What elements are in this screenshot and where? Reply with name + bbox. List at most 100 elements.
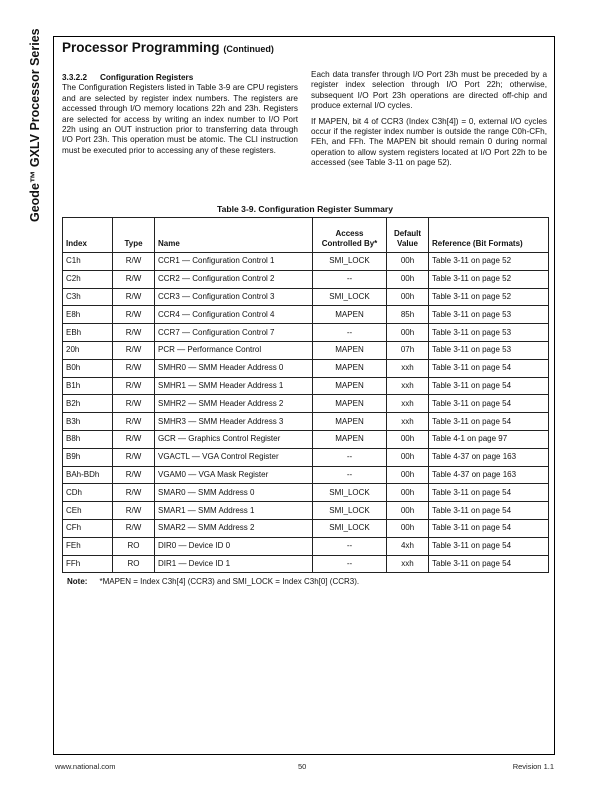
table-cell: B9h [62, 447, 113, 467]
table-cell: Table 3-11 on page 53 [428, 323, 549, 342]
table-cell: MAPEN [312, 340, 387, 360]
table-cell: B1h [62, 376, 113, 396]
table-row: B9h R/W VGACTL — VGA Control Register -- 00h… [62, 447, 549, 467]
footer-website[interactable]: www.national.com [55, 762, 116, 771]
table-area: Table 3-9. Configuration Register Summar… [62, 204, 549, 587]
table-cell: DIR0 — Device ID 0 [154, 536, 313, 556]
table-row: B8h R/W GCR — Graphics Control Register MAP… [62, 429, 549, 449]
table-cell: 07h [386, 340, 429, 360]
table-cell: SMI_LOCK [312, 287, 387, 307]
note-text: *MAPEN = Index C3h[4] (CCR3) and SMI_LOC… [99, 577, 360, 587]
table-cell: MAPEN [312, 358, 387, 378]
table-cell: SMHR2 — SMM Header Address 2 [154, 394, 313, 414]
table-cell: R/W [112, 305, 155, 325]
table-row: CDh R/W SMAR0 — SMM Address 0 SMI_LOCK 00h Ta… [62, 483, 549, 503]
table-cell: SMHR3 — SMM Header Address 3 [154, 412, 313, 431]
table-cell: VGACTL — VGA Control Register [154, 447, 313, 467]
table-cell: CFh [62, 518, 113, 538]
section-heading-text: Configuration Registers [100, 73, 194, 82]
left-paragraph: The Configuration Registers listed in Ta… [62, 83, 298, 155]
table-cell: CEh [62, 501, 113, 520]
table-cell: SMI_LOCK [312, 252, 387, 271]
table-cell: CCR2 — Configuration Control 2 [154, 269, 313, 289]
table-cell: PCR — Performance Control [154, 340, 313, 360]
table-cell: EBh [62, 323, 113, 342]
table-cell: C3h [62, 287, 113, 307]
table-cell: Table 3-11 on page 54 [428, 536, 549, 556]
table-cell: B0h [62, 358, 113, 378]
table-cell: DIR1 — Device ID 1 [154, 554, 313, 574]
table-cell: FEh [62, 536, 113, 556]
table-cell: R/W [112, 252, 155, 271]
table-cell: 85h [386, 305, 429, 325]
section-number: 3.3.2.2 [62, 73, 88, 82]
table-cell: R/W [112, 287, 155, 307]
column-header: Index [62, 217, 113, 253]
page-title: Processor Programming (Continued) [62, 40, 274, 57]
table-cell: Table 4-37 on page 163 [428, 447, 549, 467]
table-cell: SMAR2 — SMM Address 2 [154, 518, 313, 538]
right-paragraph-1: Each data transfer through I/O Port 23h … [311, 70, 547, 111]
table-cell: CCR7 — Configuration Control 7 [154, 323, 313, 342]
table-cell: Table 3-11 on page 52 [428, 269, 549, 289]
table-cell: SMI_LOCK [312, 518, 387, 538]
table-cell: SMAR1 — SMM Address 1 [154, 501, 313, 520]
table-cell: 00h [386, 447, 429, 467]
table-cell: Table 3-11 on page 54 [428, 518, 549, 538]
table-cell: R/W [112, 483, 155, 503]
table-cell: GCR — Graphics Control Register [154, 429, 313, 449]
table-row: C2h R/W CCR2 — Configuration Control 2 -- 00… [62, 269, 549, 289]
table-cell: Table 3-11 on page 52 [428, 287, 549, 307]
table-cell: R/W [112, 358, 155, 378]
table-cell: -- [312, 465, 387, 485]
column-header: Default Value [386, 217, 429, 253]
table-cell: Table 3-11 on page 54 [428, 394, 549, 414]
column-header: Name [154, 217, 313, 253]
table-cell: MAPEN [312, 305, 387, 325]
table-cell: 00h [386, 252, 429, 271]
table-cell: CCR4 — Configuration Control 4 [154, 305, 313, 325]
table-cell: 00h [386, 269, 429, 289]
table-cell: R/W [112, 376, 155, 396]
table-cell: SMI_LOCK [312, 501, 387, 520]
table-cell: MAPEN [312, 412, 387, 431]
table-cell: R/W [112, 412, 155, 431]
table-cell: SMHR1 — SMM Header Address 1 [154, 376, 313, 396]
table-cell: R/W [112, 501, 155, 520]
table-row: B0h R/W SMHR0 — SMM Header Address 0 MAPEN x… [62, 358, 549, 378]
table-cell: R/W [112, 394, 155, 414]
table-cell: B8h [62, 429, 113, 449]
table-row: E8h R/W CCR4 — Configuration Control 4 MAPE… [62, 305, 549, 325]
footer-page-number: 50 [298, 762, 307, 771]
table-row: B3h R/W SMHR3 — SMM Header Address 3 MAPEN x… [62, 412, 549, 431]
right-paragraph-2: If MAPEN, bit 4 of CCR3 (Index C3h[4]) =… [311, 116, 547, 168]
title-text: Processor Programming [62, 40, 220, 55]
table-cell: B3h [62, 412, 113, 431]
table-cell: Table 3-11 on page 54 [428, 501, 549, 520]
table-cell: C2h [62, 269, 113, 289]
header-row: Index Type Name Access Controlled By* Defaul… [62, 217, 549, 253]
table-row: B1h R/W SMHR1 — SMM Header Address 1 MAPEN x… [62, 376, 549, 396]
table-row: FEh RO DIR0 — Device ID 0 -- 4xh Table 3-11 o… [62, 536, 549, 556]
table-cell: xxh [386, 554, 429, 574]
table-cell: C1h [62, 252, 113, 271]
table-cell: 00h [386, 323, 429, 342]
table-cell: SMHR0 — SMM Header Address 0 [154, 358, 313, 378]
table-cell: Table 3-11 on page 54 [428, 412, 549, 431]
table-cell: -- [312, 447, 387, 467]
table-row: EBh R/W CCR7 — Configuration Control 7 -- 00… [62, 323, 549, 342]
table-cell: R/W [112, 340, 155, 360]
right-column: Each data transfer through I/O Port 23h … [311, 70, 547, 174]
table-note: Note: *MAPEN = Index C3h[4] (CCR3) and SM… [67, 577, 548, 587]
table-cell: 20h [62, 340, 113, 360]
table-cell: 00h [386, 465, 429, 485]
table-cell: CDh [62, 483, 113, 503]
table-cell: 00h [386, 518, 429, 538]
table-cell: RO [112, 554, 155, 574]
table-cell: R/W [112, 447, 155, 467]
table-cell: SMI_LOCK [312, 483, 387, 503]
table-row: B2h R/W SMHR2 — SMM Header Address 2 MAPEN x… [62, 394, 549, 414]
table-cell: MAPEN [312, 394, 387, 414]
column-header: Reference (Bit Formats) [428, 217, 549, 253]
